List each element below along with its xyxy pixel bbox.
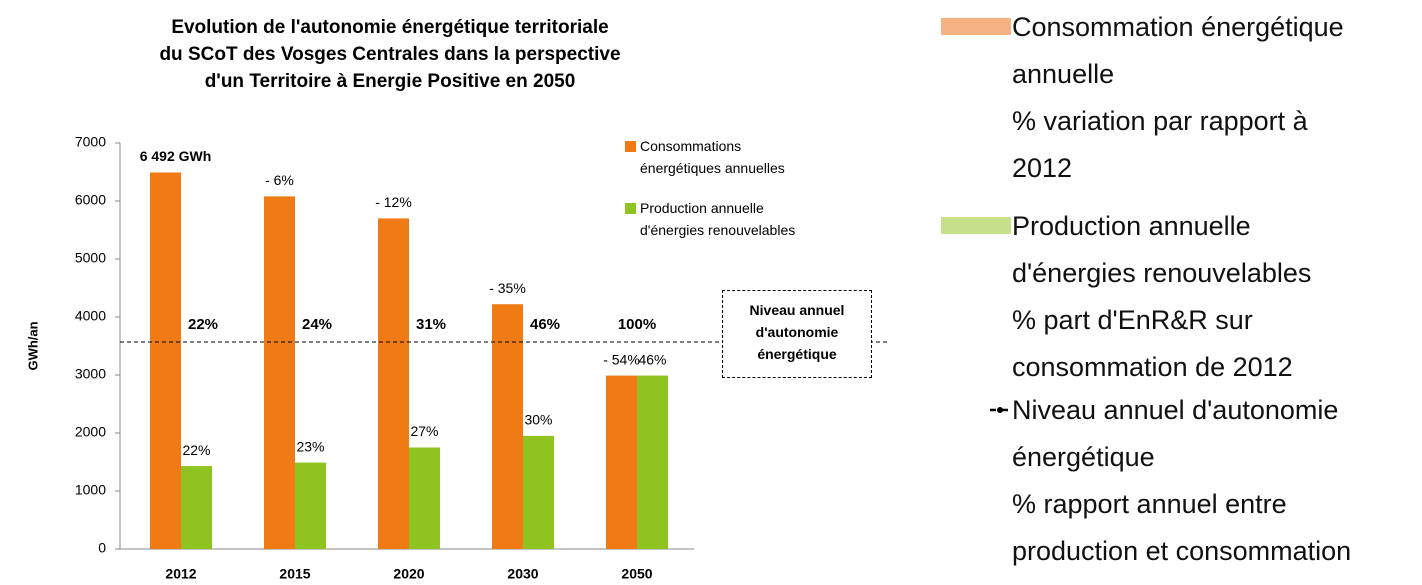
- side-legend-text: Consommation énergétique annuelle % vari…: [1012, 12, 1344, 183]
- autonomy-label: 22%: [188, 316, 218, 333]
- bar-annotation: 46%: [638, 351, 666, 367]
- bar: [637, 375, 668, 549]
- bar: [295, 462, 326, 549]
- bar: [378, 218, 409, 549]
- y-axis-label: GWh/an: [25, 321, 40, 370]
- chart-title: Evolution de l'autonomie énergétique ter…: [159, 17, 621, 92]
- side-dot: [997, 407, 1003, 413]
- bar: [264, 196, 295, 550]
- y-tick-label: 0: [98, 540, 106, 556]
- bar: [606, 375, 637, 549]
- bar-annotation: - 54%: [603, 351, 640, 367]
- autonomy-label: 46%: [530, 316, 560, 333]
- bar-annotation: 27%: [410, 423, 438, 439]
- autonomy-label: 100%: [618, 316, 656, 333]
- side-swatch: [941, 18, 1011, 35]
- y-tick-label: 7000: [75, 134, 106, 150]
- y-tick-label: 3000: [75, 366, 106, 382]
- autonomy-box: Niveau annuel d'autonomie énergétique: [722, 290, 872, 378]
- bar-annotation: 6 492 GWh: [140, 148, 212, 164]
- x-tick-label: 2050: [621, 566, 652, 582]
- bar: [523, 435, 554, 549]
- legend-swatch: [625, 141, 636, 152]
- bar: [150, 172, 181, 550]
- y-tick-label: 4000: [75, 308, 106, 324]
- side-legend-text: Production annuelle d'énergies renouvela…: [1012, 211, 1312, 382]
- x-tick-label: 2030: [507, 566, 538, 582]
- side-legend-text: Niveau annuel d'autonomie énergétique % …: [1012, 395, 1352, 566]
- y-tick-label: 6000: [75, 192, 106, 208]
- y-tick-label: 2000: [75, 424, 106, 440]
- bar-annotation: - 6%: [265, 172, 294, 188]
- autonomy-label: 31%: [416, 316, 446, 333]
- legend-swatch: [625, 203, 636, 214]
- bar: [181, 466, 212, 549]
- bar-annotation: 30%: [524, 412, 552, 428]
- y-tick-label: 5000: [75, 250, 106, 266]
- side-swatch: [941, 217, 1011, 234]
- bar-annotation: - 35%: [489, 280, 526, 296]
- bar-annotation: 23%: [296, 438, 324, 454]
- legend-entry: Production annuelle d'énergies renouvela…: [640, 200, 796, 238]
- x-tick-label: 2020: [393, 566, 424, 582]
- bar-annotation: 22%: [182, 442, 210, 458]
- bar-annotation: - 12%: [375, 194, 412, 210]
- bar: [409, 447, 440, 549]
- autonomy-label: 24%: [302, 316, 332, 333]
- legend-entry: Consommations énergétiques annuelles: [640, 138, 785, 176]
- bar: [492, 304, 523, 549]
- x-tick-label: 2015: [279, 566, 310, 582]
- y-tick-label: 1000: [75, 482, 106, 498]
- x-tick-label: 2012: [165, 566, 196, 582]
